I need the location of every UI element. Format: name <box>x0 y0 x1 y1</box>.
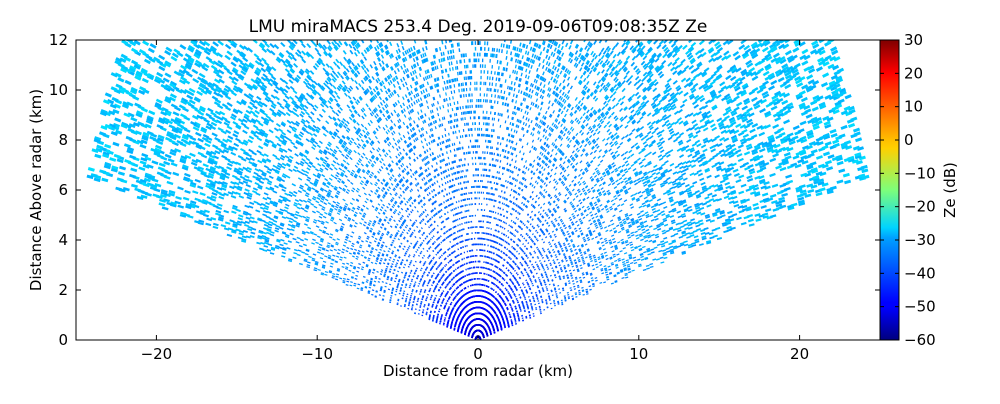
chart-title: LMU miraMACS 253.4 Deg. 2019-09-06T09:08… <box>249 17 708 37</box>
plot-background <box>76 40 880 340</box>
